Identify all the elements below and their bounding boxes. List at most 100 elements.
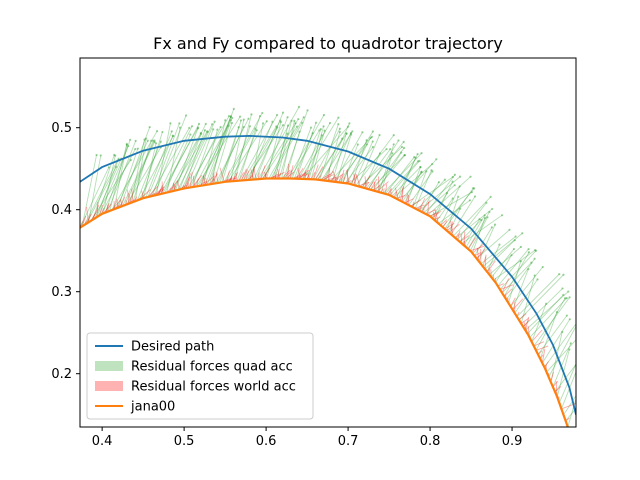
quad-acc-arrowhead: [483, 216, 486, 220]
world-acc-arrow: [215, 171, 219, 184]
quad-acc-arrowhead: [414, 156, 417, 159]
quad-acc-arrow: [179, 133, 202, 190]
world-acc-arrow: [476, 248, 486, 259]
y-tick-label: 0.5: [51, 121, 72, 136]
world-acc-arrow: [240, 168, 247, 181]
quad-acc-arrow: [266, 121, 282, 179]
quad-acc-arrowhead: [527, 251, 531, 254]
quad-acc-arrowhead: [371, 130, 375, 133]
quad-acc-arrowhead: [136, 147, 139, 150]
quad-acc-arrow: [126, 147, 162, 205]
quad-acc-arrow: [281, 120, 295, 179]
world-acc-arrow: [535, 345, 549, 351]
world-acc-arrow: [368, 181, 374, 190]
world-acc-arrow: [306, 172, 311, 180]
world-acc-arrow: [295, 168, 304, 179]
quad-acc-arrow: [102, 155, 116, 214]
quad-acc-arrowhead: [279, 120, 283, 124]
world-acc-arrow: [474, 252, 482, 257]
legend-label: jana00: [130, 400, 175, 415]
world-acc-arrow: [431, 210, 441, 219]
quad-acc-arrow: [505, 258, 536, 300]
quad-acc-arrowhead: [286, 132, 289, 135]
legend-box: [86, 332, 314, 420]
quad-acc-arrowhead: [365, 143, 368, 146]
quad-acc-arrowhead: [322, 113, 326, 117]
quad-acc-arrow: [336, 134, 352, 183]
y-tick-label: 0.4: [51, 203, 72, 218]
quad-acc-arrow: [399, 158, 437, 202]
world-acc-arrow: [127, 189, 130, 204]
quad-acc-arrow: [499, 250, 537, 290]
quad-acc-arrow: [355, 134, 395, 186]
quad-acc-arrow: [317, 138, 343, 180]
quad-acc-arrow: [122, 140, 155, 207]
quad-acc-arrowhead: [190, 125, 194, 128]
quad-acc-arrowhead: [229, 115, 232, 118]
x-tick-label: 0.9: [502, 434, 523, 449]
quad-acc-arrow: [85, 166, 117, 224]
quad-acc-arrow: [401, 172, 422, 203]
quad-acc-arrowhead: [437, 181, 440, 184]
quad-acc-arrowhead: [99, 154, 102, 157]
quad-acc-arrow: [170, 131, 208, 192]
quad-acc-arrow: [323, 123, 350, 181]
quad-acc-arrowhead: [527, 247, 530, 251]
quad-acc-arrowhead: [125, 142, 128, 146]
quad-acc-arrow: [302, 126, 349, 180]
world-acc-arrow: [370, 178, 378, 190]
quad-acc-arrowhead: [134, 147, 137, 151]
quad-acc-arrow: [476, 229, 510, 259]
quad-acc-arrowhead: [413, 155, 416, 159]
quad-acc-arrow: [425, 174, 456, 215]
quad-acc-arrow: [374, 154, 406, 192]
quad-acc-arrow: [548, 325, 576, 378]
world-acc-arrow: [484, 254, 487, 270]
quad-acc-arrowhead: [114, 154, 117, 157]
quad-acc-arrowhead: [322, 125, 325, 128]
quad-acc-arrow: [565, 407, 576, 422]
quad-acc-arrow: [111, 130, 158, 211]
quad-acc-arrowhead: [298, 130, 301, 133]
quad-acc-arrowhead: [319, 128, 322, 131]
quad-acc-arrow: [308, 126, 325, 180]
world-acc-arrow: [251, 167, 255, 180]
world-acc-arrow: [472, 243, 485, 254]
quad-acc-arrow: [465, 215, 486, 248]
world-acc-arrow: [450, 221, 453, 235]
quad-acc-arrowhead: [445, 191, 449, 195]
quad-acc-arrow: [134, 138, 147, 202]
quad-acc-arrowhead: [514, 235, 517, 238]
world-acc-arrow: [395, 195, 406, 199]
quad-acc-arrowhead: [290, 119, 293, 122]
quad-acc-arrow: [130, 139, 145, 203]
world-acc-arrow: [404, 198, 414, 204]
quad-acc-arrow: [90, 159, 132, 222]
quad-acc-arrow: [240, 114, 278, 181]
quad-acc-arrowhead: [171, 134, 174, 137]
quad-acc-arrowhead: [144, 137, 148, 140]
world-acc-arrow: [406, 193, 408, 205]
quad-acc-arrowhead: [219, 125, 222, 129]
quad-acc-arrow: [552, 343, 572, 388]
quad-acc-arrow: [124, 141, 156, 206]
world-acc-arrow: [361, 175, 371, 188]
world-acc-arrow: [183, 176, 191, 189]
quad-acc-arrow: [440, 186, 461, 226]
x-tick-label: 0.8: [420, 434, 441, 449]
world-acc-arrow: [340, 169, 345, 183]
quad-acc-arrow: [315, 133, 347, 180]
world-acc-arrow: [209, 173, 219, 185]
quad-acc-arrowhead: [561, 287, 564, 290]
quad-acc-arrowhead: [431, 162, 434, 166]
quad-acc-arrow: [270, 122, 303, 179]
quad-acc-arrowhead: [417, 160, 420, 163]
quad-acc-arrowhead: [247, 117, 250, 120]
quad-acc-arrow: [497, 248, 529, 287]
quad-acc-arrowhead: [129, 158, 132, 162]
quad-acc-arrow: [234, 114, 252, 182]
quad-acc-arrowhead: [569, 342, 572, 345]
plot-frame: [79, 57, 577, 428]
quad-acc-arrow: [544, 322, 576, 368]
quad-acc-arrow: [230, 119, 245, 182]
